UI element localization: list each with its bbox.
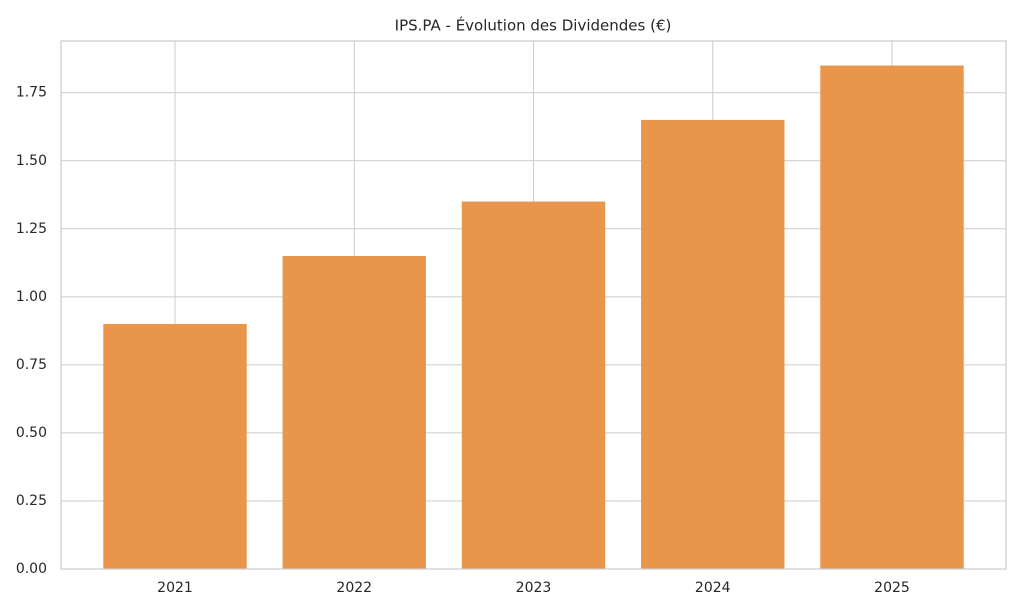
bar [461,201,606,569]
bar [103,324,247,569]
y-tick-label: 0.25 [16,493,47,509]
x-tick-label: 2024 [695,580,731,596]
y-tick-label: 1.50 [16,153,47,169]
y-tick-label: 1.25 [16,221,47,237]
plot-frame [60,40,1007,570]
y-tick-label: 1.00 [16,289,47,305]
x-tick-label: 2022 [336,580,372,596]
x-tick-label: 2025 [874,580,910,596]
bar [282,256,426,569]
bar [641,119,785,570]
y-tick-label: 1.75 [16,85,47,101]
x-tick-label: 2023 [516,580,552,596]
bar [820,65,964,569]
y-tick-label: 0.50 [16,425,47,441]
y-tick-label: 0.00 [16,561,47,577]
y-tick-label: 0.75 [16,357,47,373]
chart-title: IPS.PA - Évolution des Dividendes (€) [395,16,672,35]
x-tick-label: 2021 [157,580,193,596]
